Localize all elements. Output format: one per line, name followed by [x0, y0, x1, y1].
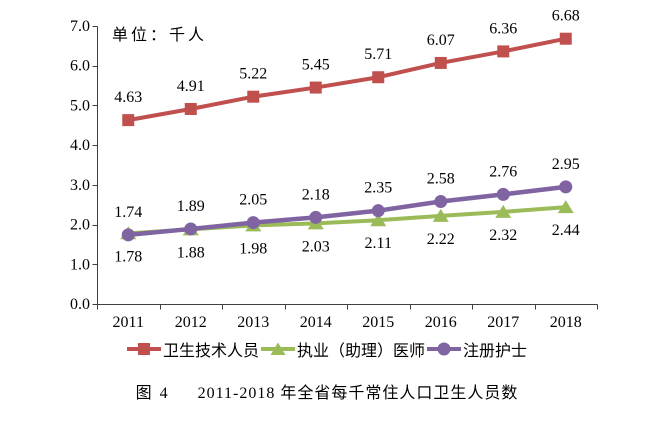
legend-label: 卫生技术人员 — [162, 343, 259, 360]
legend-label: 执业（助理）医师 — [296, 343, 425, 360]
data-point-marker — [372, 71, 385, 84]
legend-triangle-marker-icon — [260, 342, 295, 355]
axes — [92, 26, 598, 310]
data-label: 1.88 — [177, 244, 205, 261]
y-tick-label: 1.0 — [70, 256, 90, 273]
data-point-marker — [371, 204, 385, 218]
legend-item-0: 卫生技术人员 — [126, 337, 259, 361]
x-tick-label: 2014 — [300, 314, 332, 331]
data-label: 2.05 — [239, 192, 267, 209]
data-label: 4.91 — [177, 78, 205, 95]
y-tick-label: 3.0 — [70, 177, 90, 194]
data-label: 5.45 — [302, 57, 330, 74]
data-label: 2.95 — [552, 156, 580, 173]
legend-square-marker-icon — [126, 343, 161, 355]
data-label: 2.03 — [302, 238, 330, 255]
data-label: 2.44 — [552, 222, 580, 239]
data-label: 6.07 — [427, 32, 455, 49]
figure-caption: 图 4 2011-2018 年全省每千常住人口卫生人员数 — [0, 379, 654, 403]
data-label: 5.71 — [364, 46, 392, 63]
data-point-marker — [121, 228, 135, 242]
data-point-marker — [434, 56, 447, 69]
data-label: 6.36 — [489, 20, 517, 37]
data-point-marker — [559, 180, 573, 194]
legend-circle-marker-icon — [427, 342, 461, 356]
x-tick-label: 2015 — [362, 314, 394, 331]
data-label: 1.89 — [177, 198, 205, 215]
x-tick-label: 2011 — [113, 314, 144, 331]
unit-label: 单位：千人 — [112, 27, 208, 44]
data-point-marker — [370, 213, 387, 227]
y-tick-label: 2.0 — [70, 217, 90, 234]
data-point-marker — [432, 208, 449, 222]
data-labels: 4.63 4.91 5.22 5.45 5.71 6.07 6.36 6.68 1.78 1.88… — [114, 8, 580, 266]
data-point-marker — [434, 195, 448, 209]
series-2 — [121, 180, 573, 242]
y-tick-label: 0.0 — [70, 296, 90, 313]
legend-item-1: 执业（助理）医师 — [260, 337, 425, 361]
x-tick-label: 2016 — [425, 314, 457, 331]
data-label: 5.22 — [239, 66, 267, 83]
data-point-marker — [247, 90, 260, 103]
data-point-marker — [122, 114, 135, 127]
tick-labels: 0.0 1.0 2.0 3.0 4.0 5.0 6.0 7.0 2011 2012 2013 2014… — [70, 18, 582, 331]
data-point-marker — [496, 187, 510, 201]
data-label: 2.32 — [489, 227, 517, 244]
data-label: 1.78 — [114, 248, 142, 265]
y-tick-label: 7.0 — [70, 18, 90, 35]
x-tick-label: 2012 — [175, 314, 207, 331]
data-label: 2.11 — [365, 235, 392, 252]
x-tick-label: 2013 — [237, 314, 269, 331]
data-point-marker — [184, 222, 198, 236]
data-point-marker — [495, 204, 512, 218]
data-label: 4.63 — [114, 89, 142, 106]
data-label: 2.35 — [364, 180, 392, 197]
data-point-marker — [309, 81, 322, 94]
data-point-marker — [497, 45, 510, 58]
x-tick-label: 2018 — [550, 314, 582, 331]
data-point-marker — [559, 32, 572, 45]
data-label: 1.98 — [239, 240, 267, 257]
x-tick-label: 2017 — [487, 314, 519, 331]
data-label: 6.68 — [552, 8, 580, 25]
legend-label: 注册护士 — [463, 343, 528, 360]
data-point-marker — [309, 210, 323, 224]
data-label: 2.58 — [427, 171, 455, 188]
y-tick-label: 4.0 — [70, 137, 90, 154]
y-tick-label: 5.0 — [70, 97, 90, 114]
legend-item-2: 注册护士 — [427, 337, 527, 361]
data-point-marker — [184, 103, 197, 116]
series-2-line — [128, 184, 567, 238]
data-point-marker — [246, 216, 260, 230]
legend: 卫生技术人员 执业（助理）医师 注册护士 — [0, 337, 654, 361]
data-label: 2.18 — [302, 186, 330, 203]
data-point-marker — [557, 200, 574, 214]
data-label: 2.22 — [427, 231, 455, 248]
series-0 — [122, 32, 572, 127]
series-0-line — [127, 36, 567, 123]
caption-number: 图 4 — [135, 385, 170, 402]
data-label: 2.76 — [489, 163, 517, 180]
data-label: 1.74 — [114, 204, 142, 221]
y-tick-label: 6.0 — [70, 58, 90, 75]
caption-title: 2011-2018 年全省每千常住人口卫生人员数 — [197, 385, 519, 402]
